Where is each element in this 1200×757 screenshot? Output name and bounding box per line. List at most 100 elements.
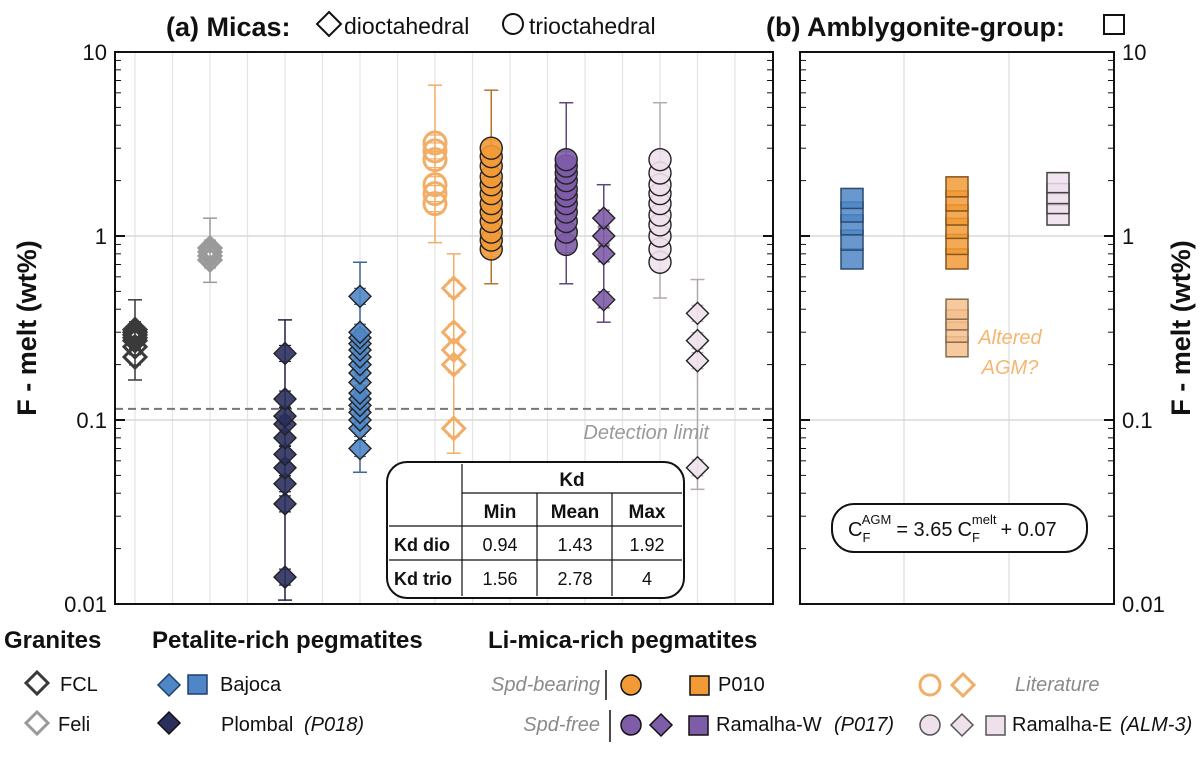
data-point-diamond xyxy=(121,343,149,371)
kd-dio-max: 1.92 xyxy=(629,535,664,555)
panel-b-frame xyxy=(799,51,1115,605)
series-ramalha-w-p017-dio xyxy=(591,183,616,323)
eq-f2: F xyxy=(972,530,980,545)
eq-c2: C xyxy=(957,519,971,541)
legend-plombal: Plombal xyxy=(221,714,293,736)
trioctahedral-symbol-icon xyxy=(502,13,524,35)
legend-literature: Literature xyxy=(1015,674,1100,696)
detection-limit-label: Detection limit xyxy=(583,422,710,444)
legend-ramalha-e-diamond-icon xyxy=(949,712,975,738)
data-point-square xyxy=(1046,171,1070,194)
data-point-diamond xyxy=(440,319,467,346)
data-point-diamond xyxy=(348,320,372,345)
data-point-diamond xyxy=(273,387,297,412)
eq-plus: + 0.07 xyxy=(1000,519,1056,541)
data-point-diamond xyxy=(121,316,149,343)
series-b-altered-agm- xyxy=(945,298,969,358)
legend-bajoca-diamond-icon xyxy=(156,672,182,698)
data-point-diamond xyxy=(685,348,710,373)
series-plombal-p018- xyxy=(273,319,297,601)
square-symbol-icon xyxy=(1103,14,1125,35)
legend-ramalha-e-circle-icon xyxy=(919,714,941,736)
kd-row-trio-label: Kd trio xyxy=(394,569,452,589)
panel-a-frame xyxy=(114,51,774,605)
altered-agm-label-2: AGM? xyxy=(981,357,1040,379)
kd-row-dio-label: Kd dio xyxy=(394,535,450,555)
data-point-square xyxy=(840,248,864,270)
data-point-circle xyxy=(648,147,672,172)
data-point-diamond xyxy=(196,238,224,265)
legend: Granites FCL Feli Petalite-rich pegmatit… xyxy=(4,627,1192,742)
data-point-diamond xyxy=(685,328,710,353)
legend-p010: P010 xyxy=(718,674,765,696)
panel-a-ytick-label: 1 xyxy=(95,224,107,249)
series-literature-dio- xyxy=(440,253,467,454)
legend-feli: Feli xyxy=(58,714,90,736)
data-point-diamond xyxy=(273,404,297,429)
eq-melt: melt xyxy=(972,512,997,527)
panel-b-ytick-label: 1 xyxy=(1122,224,1134,249)
panel-b-ytick-label: 10 xyxy=(1122,40,1146,65)
data-point-diamond xyxy=(591,224,616,248)
data-point-diamond xyxy=(440,351,467,378)
data-point-diamond xyxy=(196,234,224,262)
panel-a-ylabel: F - melt (wt%) xyxy=(12,240,42,416)
legend-ramalha-e: Ramalha-E xyxy=(1012,714,1112,736)
altered-agm-label-1: Altered xyxy=(977,327,1042,349)
panel-b-title: (b) Amblygonite-group: xyxy=(766,12,1065,42)
kd-trio-mean: 2.78 xyxy=(557,569,592,589)
legend-ramalha-w-square-icon xyxy=(688,715,709,736)
data-point-diamond xyxy=(685,301,710,326)
legend-fcl: FCL xyxy=(60,674,98,696)
panel-a-ytick-label: 0.01 xyxy=(64,592,107,617)
panel-b-ytick-label: 0.01 xyxy=(1122,592,1165,617)
series-literature-trio- xyxy=(422,84,448,244)
data-point-diamond xyxy=(591,206,616,231)
legend-spd-free: Spd-free xyxy=(523,714,600,736)
legend-plombal-note: (P018) xyxy=(304,714,364,736)
legend-ramalha-e-note: (ALM-3) xyxy=(1120,714,1192,736)
series-feli xyxy=(196,217,224,284)
legend-granites-title: Granites xyxy=(4,627,101,654)
kd-col-min: Min xyxy=(484,502,517,523)
dioctahedral-label: dioctahedral xyxy=(344,13,469,39)
data-point-diamond xyxy=(348,284,372,309)
data-point-square xyxy=(945,298,969,320)
legend-bajoca: Bajoca xyxy=(220,674,282,696)
kd-dio-mean: 1.43 xyxy=(557,535,592,555)
legend-feli-diamond-icon xyxy=(23,709,51,737)
data-point-circle xyxy=(422,147,448,173)
trioctahedral-label: trioctahedral xyxy=(529,13,656,39)
kd-table-header: Kd xyxy=(559,470,584,491)
legend-literature-circle-icon xyxy=(918,673,942,697)
series-b-bajoca xyxy=(840,187,864,270)
legend-ramalha-e-square-icon xyxy=(985,715,1006,736)
data-point-diamond xyxy=(273,442,297,467)
panel-a-ytick-label: 0.1 xyxy=(76,408,107,433)
dioctahedral-symbol-icon xyxy=(315,10,343,38)
data-point-diamond xyxy=(440,336,467,364)
data-point-circle xyxy=(422,138,448,164)
data-point-square xyxy=(945,176,969,198)
panel-b-ytick-label: 0.1 xyxy=(1122,408,1153,433)
data-point-diamond xyxy=(273,455,297,480)
data-point-circle xyxy=(554,147,578,172)
legend-literature-diamond-icon xyxy=(949,671,977,699)
series-ramalha-w-p017-trio xyxy=(554,101,578,285)
series-fcl xyxy=(121,299,149,381)
data-point-diamond xyxy=(591,287,616,312)
data-point-square xyxy=(840,187,864,210)
data-point-diamond xyxy=(273,491,297,516)
kd-table-box xyxy=(386,461,685,599)
data-point-diamond xyxy=(273,341,297,366)
kd-table: Kd Min Mean Max Kd dio 0.94 1.43 1.92 Kd… xyxy=(386,461,685,599)
panel-a-plot: 0.01 0.1 1 10 Detection limit F - melt (wt%… xyxy=(12,40,774,617)
data-point-diamond xyxy=(440,415,467,442)
data-point-diamond xyxy=(273,471,297,496)
panel-a-ytick-label: 10 xyxy=(83,40,107,65)
panel-b-ylabel: F - melt (wt%) xyxy=(1166,240,1196,416)
kd-dio-min: 0.94 xyxy=(482,535,517,555)
equation-box xyxy=(831,503,1088,553)
